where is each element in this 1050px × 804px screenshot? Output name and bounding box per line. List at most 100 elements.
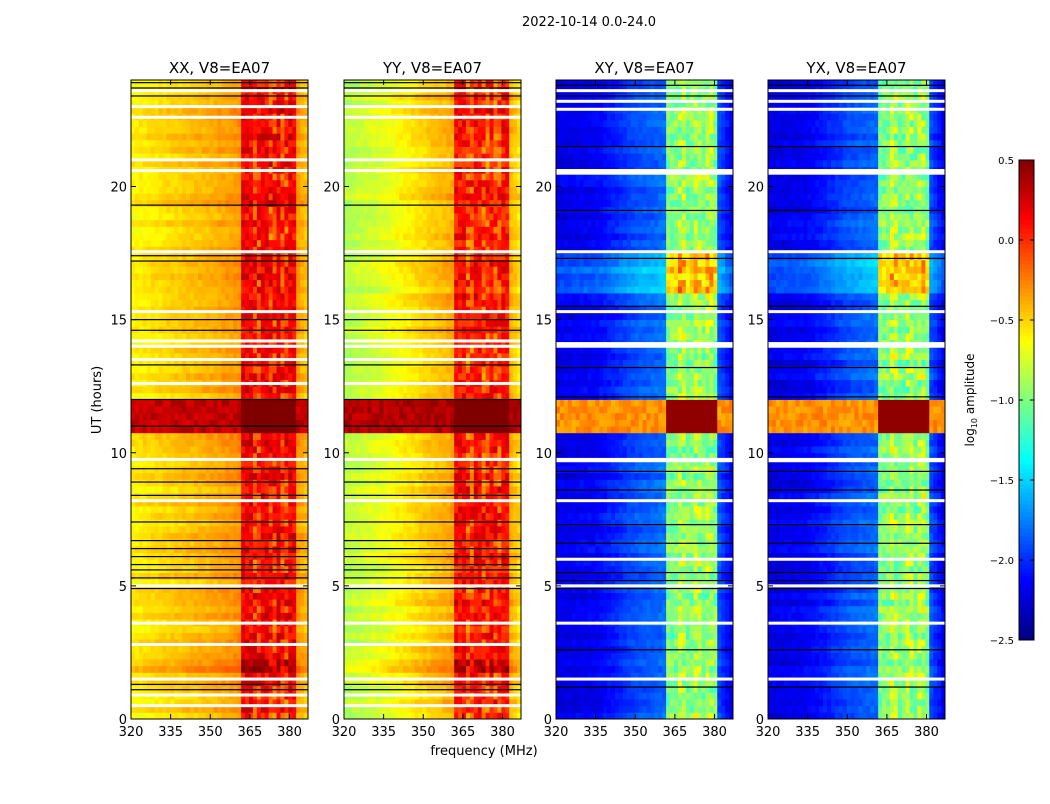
heatmap-cell: [265, 393, 269, 400]
heatmap-cell: [237, 193, 241, 200]
flagged-row: [131, 458, 308, 461]
heatmap-cell: [170, 373, 174, 380]
heatmap-cell: [269, 253, 273, 260]
heatmap-cell: [387, 712, 391, 719]
heatmap-cell: [131, 200, 135, 207]
flagged-row: [131, 643, 308, 646]
heatmap-cell: [151, 400, 155, 407]
heatmap-cell: [190, 273, 194, 280]
heatmap-cell: [245, 493, 249, 500]
heatmap-cell: [214, 479, 218, 486]
heatmap-cell: [442, 632, 446, 639]
heatmap-cell: [131, 320, 135, 327]
heatmap-cell: [241, 513, 245, 520]
heatmap-cell: [229, 473, 233, 480]
heatmap-cell: [277, 433, 281, 440]
heatmap-cell: [206, 127, 210, 134]
heatmap-cell: [245, 140, 249, 147]
heatmap-cell: [249, 273, 253, 280]
heatmap-cell: [225, 400, 229, 407]
heatmap-cell: [261, 606, 265, 613]
heatmap-cell: [186, 213, 190, 220]
heatmap-cell: [280, 286, 284, 293]
heatmap-cell: [284, 133, 288, 140]
heatmap-cell: [162, 626, 166, 633]
heatmap-cell: [143, 632, 147, 639]
heatmap-cell: [170, 93, 174, 100]
heatmap-cell: [143, 127, 147, 134]
heatmap-cell: [182, 140, 186, 147]
heatmap-cell: [186, 439, 190, 446]
heatmap-cell: [284, 300, 288, 307]
heatmap-cell: [198, 413, 202, 420]
heatmap-cell: [218, 206, 222, 213]
heatmap-cell: [241, 313, 245, 320]
heatmap-cell: [497, 712, 501, 719]
heatmap-cell: [174, 127, 178, 134]
heatmap-cell: [277, 366, 281, 373]
heatmap-cell: [166, 233, 170, 240]
heatmap-cell: [280, 200, 284, 207]
heatmap-cell: [474, 712, 478, 719]
heatmap-cell: [210, 240, 214, 247]
heatmap-cell: [202, 147, 206, 154]
heatmap-cell: [166, 206, 170, 213]
heatmap-cell: [273, 120, 277, 127]
heatmap-cell: [372, 646, 376, 653]
heatmap-cell: [344, 652, 348, 659]
heatmap-cell: [214, 300, 218, 307]
heatmap-cell: [218, 632, 222, 639]
heatmap-cell: [143, 393, 147, 400]
heatmap-cell: [245, 120, 249, 127]
heatmap-cell: [300, 127, 304, 134]
heatmap-cell: [151, 220, 155, 227]
heatmap-cell: [245, 293, 249, 300]
heatmap-cell: [198, 712, 202, 719]
heatmap-cell: [162, 632, 166, 639]
heatmap-cell: [237, 666, 241, 673]
heatmap-cell: [159, 286, 163, 293]
heatmap-cell: [151, 533, 155, 540]
heatmap-cell: [300, 313, 304, 320]
heatmap-cell: [198, 280, 202, 287]
heatmap-cell: [241, 280, 245, 287]
heatmap-cell: [159, 140, 163, 147]
heatmap-cell: [155, 366, 159, 373]
heatmap-cell: [269, 200, 273, 207]
heatmap-cell: [151, 712, 155, 719]
heatmap-cell: [253, 226, 257, 233]
heatmap-cell: [273, 559, 277, 566]
heatmap-cell: [139, 226, 143, 233]
heatmap-cell: [253, 300, 257, 307]
heatmap-cell: [280, 626, 284, 633]
y-tick-label: 0: [119, 713, 127, 728]
heatmap-cell: [186, 513, 190, 520]
heatmap-cell: [162, 93, 166, 100]
heatmap-cell: [245, 286, 249, 293]
heatmap-cell: [221, 606, 225, 613]
heatmap-cell: [241, 413, 245, 420]
heatmap-cell: [143, 486, 147, 493]
heatmap-cell: [135, 220, 139, 227]
heatmap-cell: [253, 559, 257, 566]
heatmap-cell: [221, 626, 225, 633]
heatmap-cell: [348, 646, 352, 653]
heatmap-cell: [296, 140, 300, 147]
heatmap-cell: [257, 446, 261, 453]
heatmap-cell: [221, 400, 225, 407]
heatmap-cell: [229, 193, 233, 200]
heatmap-cell: [202, 253, 206, 260]
heatmap-cell: [221, 273, 225, 280]
heatmap-cell: [257, 533, 261, 540]
heatmap-cell: [292, 253, 296, 260]
heatmap-cell: [249, 280, 253, 287]
heatmap-cell: [225, 240, 229, 247]
heatmap-cell: [202, 200, 206, 207]
heatmap-cell: [273, 300, 277, 307]
heatmap-cell: [253, 133, 257, 140]
heatmap-cell: [265, 233, 269, 240]
heatmap-cell: [139, 400, 143, 407]
heatmap-cell: [280, 127, 284, 134]
heatmap-cell: [462, 646, 466, 653]
heatmap-cell: [186, 406, 190, 413]
